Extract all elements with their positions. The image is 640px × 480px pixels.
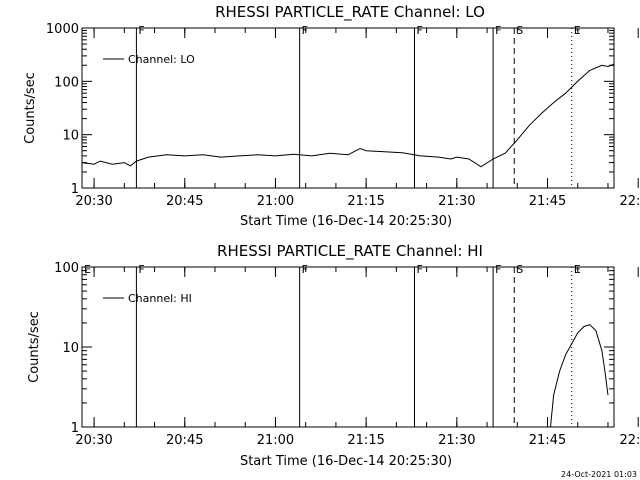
event-marker-label: F — [138, 24, 144, 37]
x-tick-label: 21:15 — [347, 194, 384, 209]
x-tick-label: 21:45 — [529, 433, 566, 448]
chart-title: RHESSI PARTICLE_RATE Channel: HI — [217, 242, 483, 261]
y-tick-label: 1 — [71, 182, 79, 197]
y-tick-label: 100 — [54, 261, 79, 276]
x-tick-label: 21:00 — [257, 194, 294, 209]
event-marker-label: S — [516, 24, 523, 37]
x-tick-label: 22:00 — [619, 194, 640, 209]
x-tick-label: 21:00 — [257, 433, 294, 448]
x-tick-label: 20:45 — [166, 194, 203, 209]
y-tick-label: 100 — [54, 75, 79, 90]
plot-panel-hi: RHESSI PARTICLE_RATE Channel: HI E F F F F S E… — [27, 242, 640, 469]
x-tick-label: 20:30 — [75, 433, 112, 448]
x-tick-label: 20:45 — [166, 433, 203, 448]
y-axis-ticks: 1 10 100 — [54, 261, 614, 436]
y-axis-label: Counts/sec — [23, 72, 38, 144]
event-marker-label: E — [574, 263, 581, 276]
legend-label: Channel: HI — [128, 292, 192, 305]
y-tick-label: 1000 — [46, 22, 79, 37]
x-axis-ticks: 20:30 20:45 21:00 21:15 21:30 21:45 22:00 — [75, 28, 640, 209]
y-axis-ticks: 1 10 100 1000 — [46, 22, 614, 197]
y-tick-label: 10 — [62, 129, 79, 144]
event-marker-label: E — [574, 24, 581, 37]
series-line-hi — [550, 324, 609, 428]
event-marker-label: F — [302, 24, 308, 37]
event-marker-label: F — [495, 263, 501, 276]
x-tick-label: 22:00 — [619, 433, 640, 448]
legend: Channel: HI — [103, 292, 192, 305]
x-axis-label: Start Time (16-Dec-14 20:25:30) — [240, 454, 452, 469]
legend-label: Channel: LO — [128, 53, 195, 66]
x-axis-label: Start Time (16-Dec-14 20:25:30) — [240, 214, 452, 229]
event-marker-label: F — [138, 263, 144, 276]
series-line-lo — [81, 63, 615, 168]
event-marker-label: F — [416, 263, 422, 276]
x-tick-label: 21:30 — [438, 433, 475, 448]
footer-timestamp: 24-Oct-2021 01:03 — [561, 470, 637, 479]
x-tick-label: 21:45 — [529, 194, 566, 209]
y-tick-label: 1 — [71, 421, 79, 436]
x-tick-label: 20:30 — [75, 194, 112, 209]
plot-frame — [81, 27, 615, 189]
event-marker-label: F — [495, 24, 501, 37]
event-marker-label: S — [516, 263, 523, 276]
event-marker-label: F — [416, 24, 422, 37]
x-tick-label: 21:15 — [347, 433, 384, 448]
legend: Channel: LO — [103, 53, 195, 66]
y-axis-label: Counts/sec — [27, 311, 42, 383]
event-marker-label: E — [84, 263, 91, 276]
event-marker-label: F — [302, 263, 308, 276]
x-axis-ticks: 20:30 20:45 21:00 21:15 21:30 21:45 22:00 — [75, 267, 640, 448]
y-tick-label: 10 — [62, 341, 79, 356]
x-tick-label: 21:30 — [438, 194, 475, 209]
chart-title: RHESSI PARTICLE_RATE Channel: LO — [215, 3, 485, 22]
plot-frame — [81, 266, 615, 428]
